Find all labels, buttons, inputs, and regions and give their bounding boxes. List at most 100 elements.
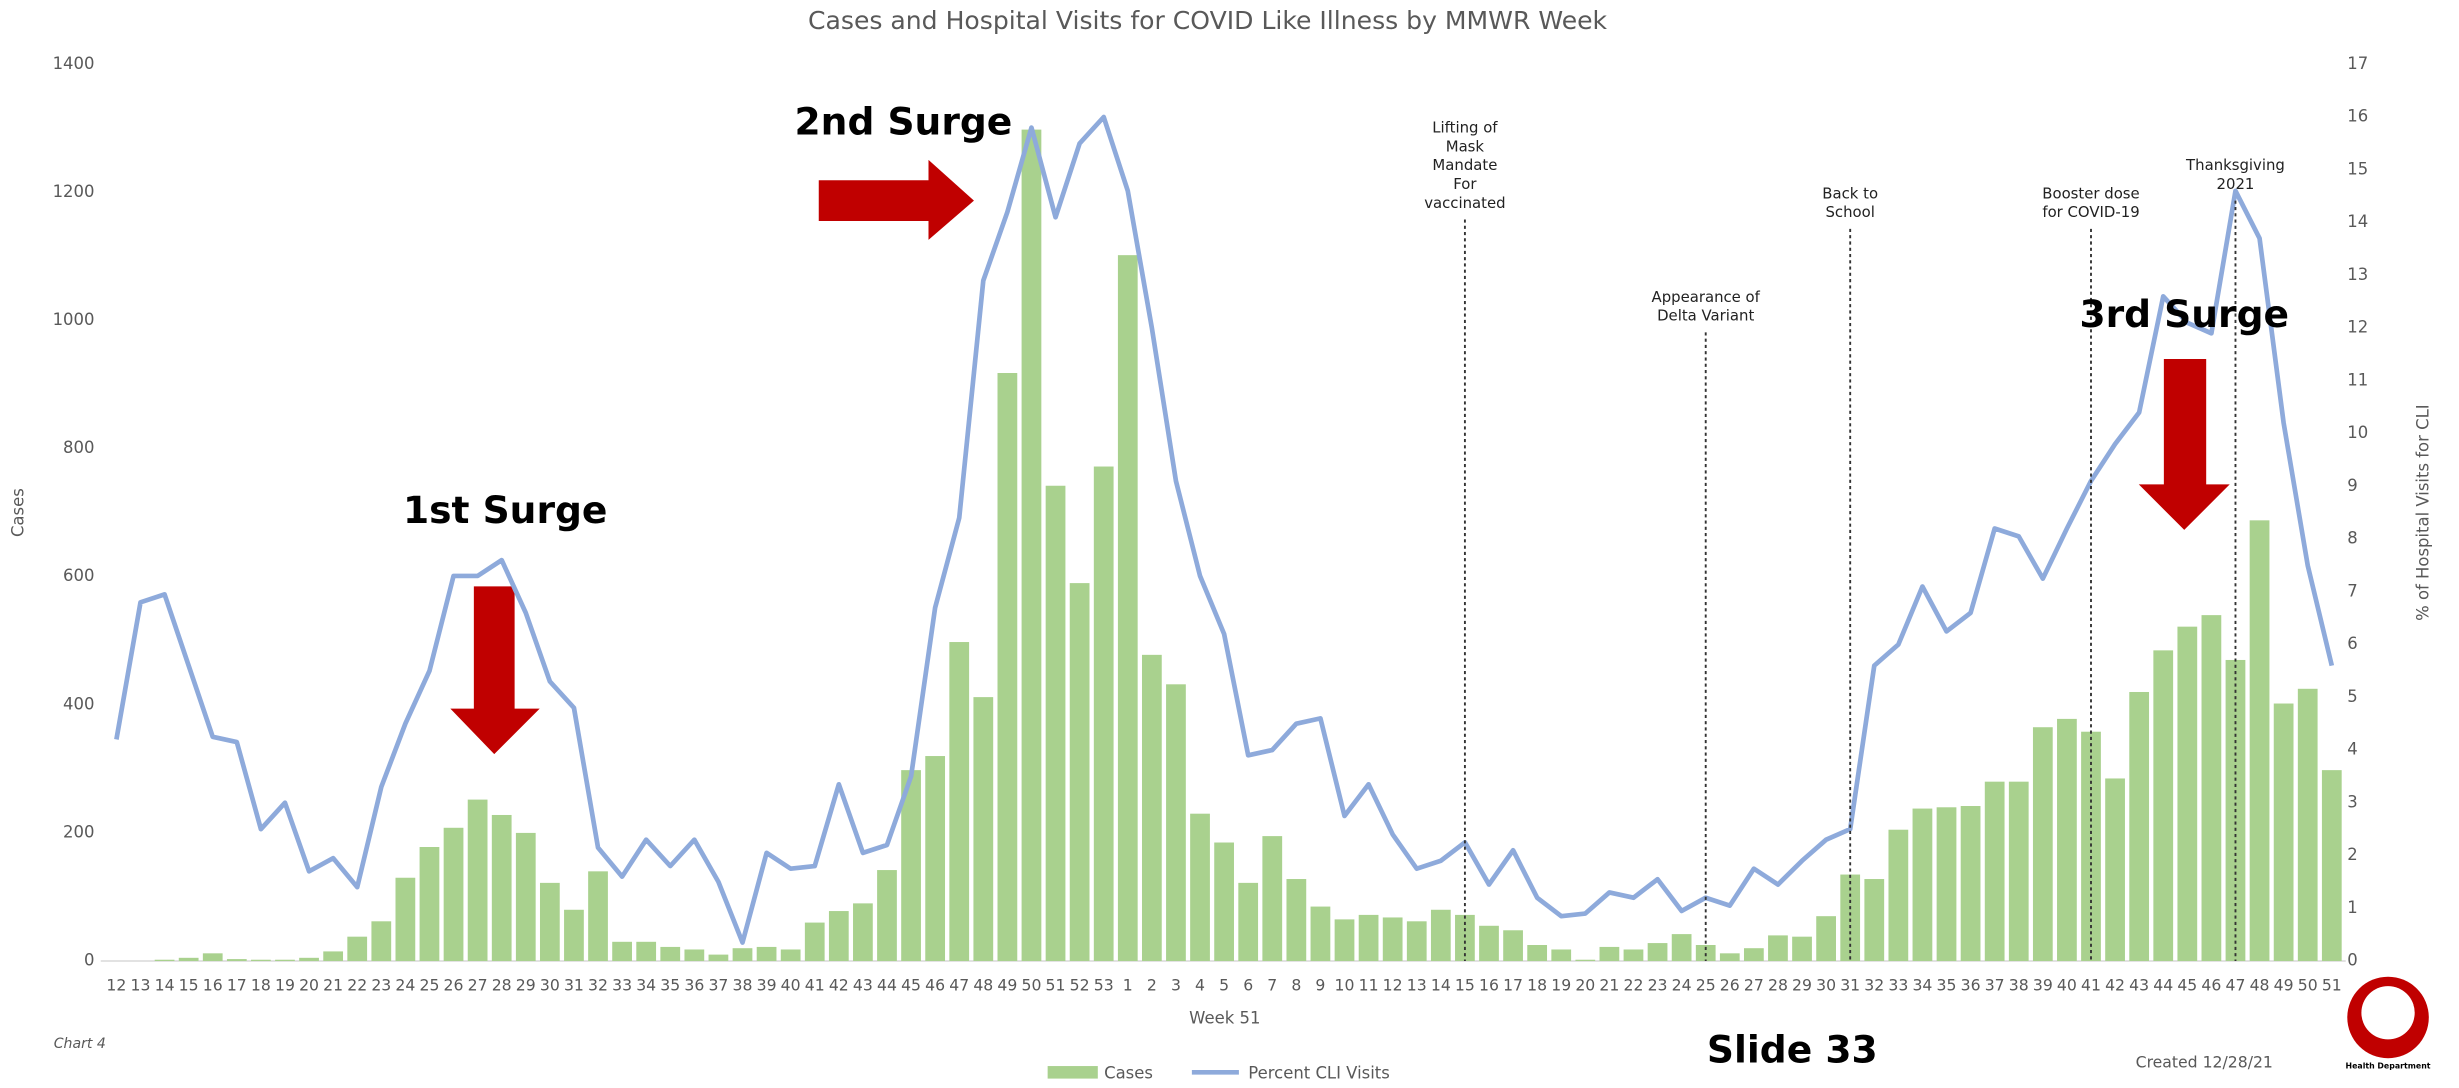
x-tick-label: 37	[708, 976, 728, 995]
bar	[154, 959, 175, 962]
x-tick-label: 4	[1195, 976, 1205, 995]
bar	[1551, 949, 1572, 962]
x-tick-label: 50	[1021, 976, 1041, 995]
x-tick-label: 31	[1840, 976, 1860, 995]
x-tick-label: 45	[901, 976, 921, 995]
x-tick-label: 23	[1648, 976, 1668, 995]
x-tick-label: 3	[1171, 976, 1181, 995]
bar	[491, 814, 512, 962]
x-tick-label: 42	[2105, 976, 2125, 995]
bar	[1430, 909, 1451, 962]
y2-tick-label: 15	[2347, 159, 2368, 178]
x-tick-label: 14	[155, 976, 175, 995]
x-tick-label: 19	[1551, 976, 1571, 995]
x-tick-label: 32	[1864, 976, 1884, 995]
x-tick-label: 16	[203, 976, 223, 995]
chart-title: Cases and Hospital Visits for COVID Like…	[808, 6, 1608, 35]
bar	[1358, 914, 1379, 962]
bar	[419, 847, 440, 962]
annotation-text: vaccinated	[1424, 194, 1505, 212]
x-tick-label: 43	[853, 976, 873, 995]
x-tick-label: 28	[1768, 976, 1788, 995]
x-tick-label: 8	[1291, 976, 1301, 995]
annotation-text: for COVID-19	[2042, 203, 2139, 221]
bar	[1623, 949, 1644, 962]
bar	[1262, 836, 1283, 962]
x-tick-label: 38	[2009, 976, 2029, 995]
y-tick-label: 0	[84, 951, 94, 970]
x-tick-label: 41	[2081, 976, 2101, 995]
bar	[1310, 906, 1331, 962]
x-tick-label: 39	[757, 976, 777, 995]
bar	[395, 877, 416, 962]
bar	[1286, 879, 1307, 962]
surge-label: 2nd Surge	[795, 99, 1013, 143]
bar	[1093, 466, 1114, 962]
bar	[732, 948, 753, 962]
bar	[564, 909, 584, 962]
bar	[2057, 718, 2077, 962]
bar	[1190, 813, 1210, 962]
bar	[2129, 691, 2150, 962]
x-tick-label: 51	[1046, 976, 1066, 995]
x-tick-label: 25	[1696, 976, 1716, 995]
x-tick-label: 23	[371, 976, 391, 995]
x-tick-label: 6	[1243, 976, 1253, 995]
bar	[226, 959, 247, 962]
bar	[1045, 485, 1066, 962]
x-tick-label: 29	[516, 976, 536, 995]
bar	[2177, 626, 2198, 962]
x-tick-label: 46	[925, 976, 945, 995]
x-tick-label: 39	[2033, 976, 2053, 995]
bar	[1936, 807, 1957, 962]
arrow	[2138, 359, 2230, 530]
y2-tick-label: 12	[2347, 318, 2368, 337]
bar	[1575, 959, 1596, 962]
y2-tick-label: 14	[2347, 212, 2368, 231]
annotation-text: Mandate	[1432, 156, 1497, 174]
arrow	[450, 586, 540, 755]
y2-tick-label: 7	[2347, 581, 2357, 600]
bar	[1166, 684, 1186, 962]
bar	[178, 957, 199, 962]
y2-tick-label: 3	[2347, 792, 2357, 811]
bar	[299, 957, 319, 962]
bar	[973, 697, 994, 962]
bar	[1382, 917, 1403, 962]
x-tick-label: 22	[347, 976, 367, 995]
bar	[1888, 829, 1909, 962]
y2-axis-title: % of Hospital Visits for CLI	[2414, 404, 2433, 621]
annotation-text: Mask	[1446, 137, 1485, 155]
x-tick-label: 16	[1479, 976, 1499, 995]
y-tick-label: 1400	[53, 54, 95, 73]
x-tick-label: 30	[1816, 976, 1836, 995]
x-tick-label: 24	[1672, 976, 1692, 995]
x-tick-label: 53	[1094, 976, 1114, 995]
x-tick-label: 35	[1937, 976, 1957, 995]
bar	[1647, 943, 1668, 962]
bar	[804, 922, 825, 962]
x-tick-label: 25	[419, 976, 439, 995]
bar	[756, 946, 777, 962]
x-tick-label: 17	[227, 976, 247, 995]
y-tick-label: 800	[63, 438, 94, 457]
bar	[1599, 946, 1620, 962]
y2-tick-label: 0	[2347, 951, 2357, 970]
bar	[636, 941, 657, 962]
x-tick-label: 12	[106, 976, 126, 995]
annotation-text: Back to	[1822, 184, 1878, 202]
y-tick-label: 1000	[53, 310, 95, 329]
bar	[1021, 129, 1042, 962]
x-tick-label: 44	[2153, 976, 2173, 995]
annotation-text: 2021	[2217, 175, 2255, 193]
x-tick-label: 15	[179, 976, 199, 995]
bar	[2321, 770, 2342, 962]
bar	[202, 953, 223, 962]
bar	[275, 959, 295, 962]
arrows	[450, 159, 2230, 755]
x-tick-label: 13	[1407, 976, 1427, 995]
y2-tick-label: 10	[2347, 423, 2368, 442]
x-tick-label: 10	[1335, 976, 1355, 995]
bar	[901, 770, 921, 962]
x-tick-label: 28	[492, 976, 512, 995]
